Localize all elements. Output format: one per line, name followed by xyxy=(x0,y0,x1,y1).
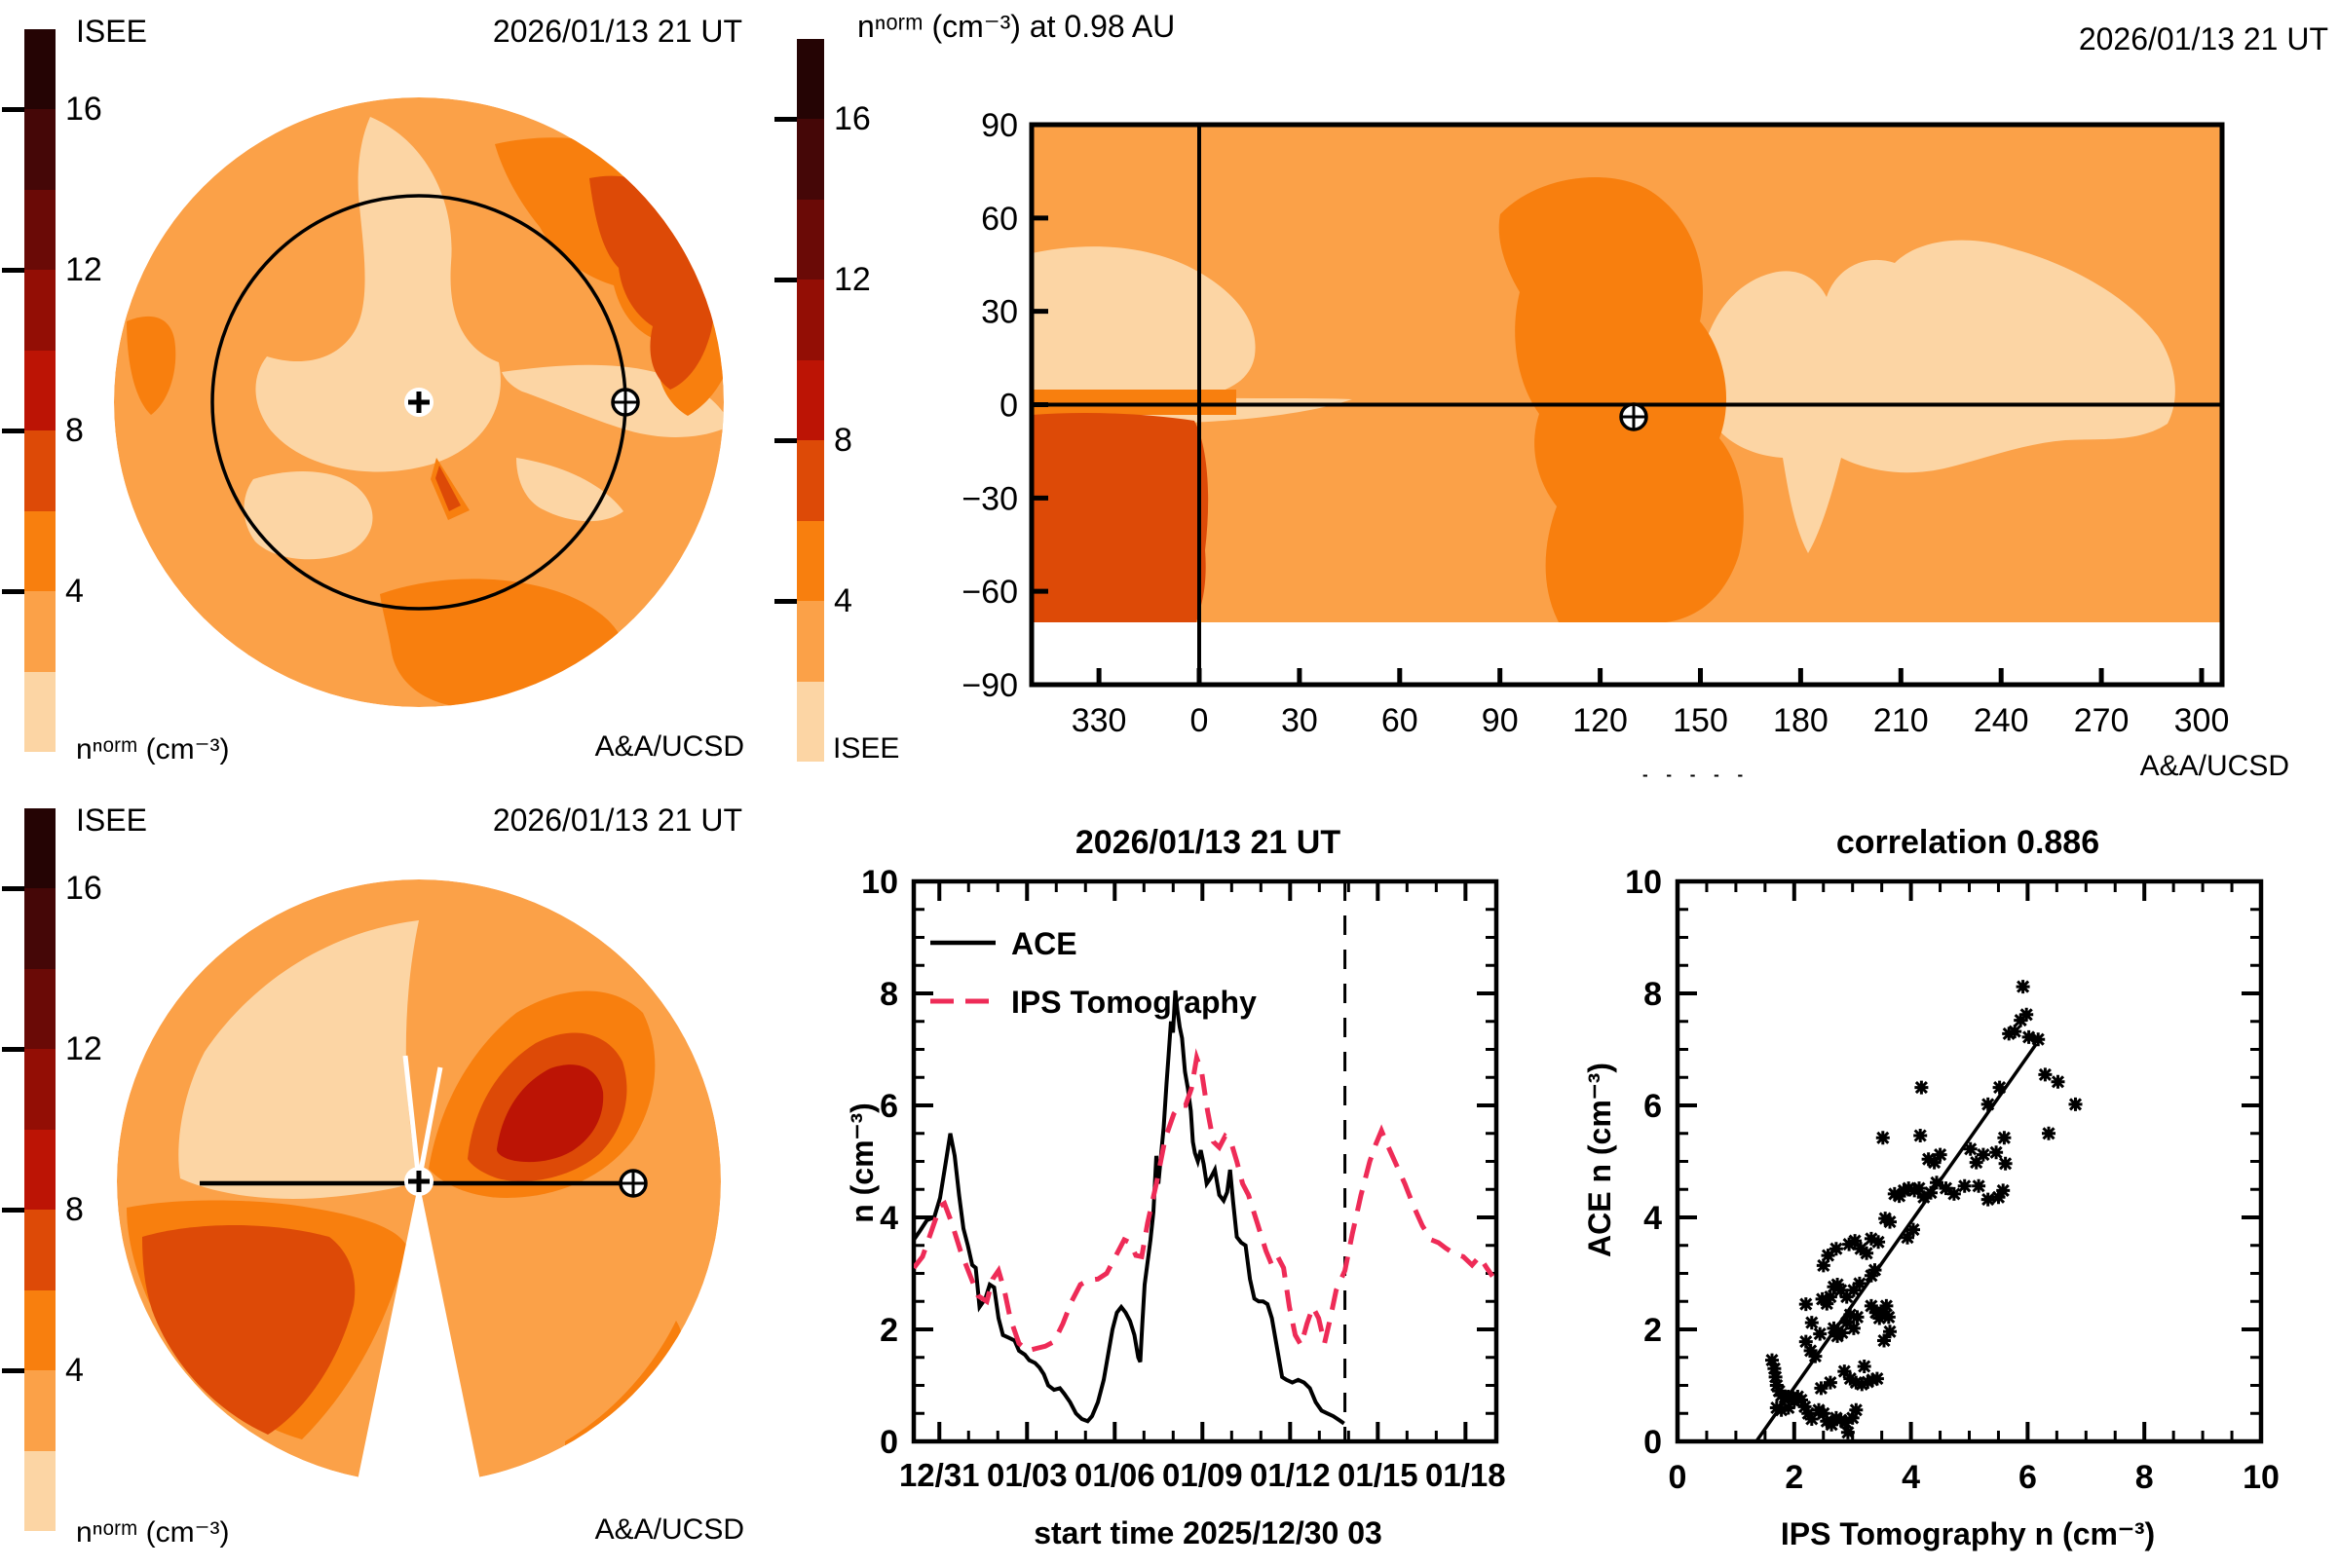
timeseries-plot: 12/31 01/03 01/06 01/09 01/12 01/15 01/18 0 2 4 6 8… xyxy=(861,864,1506,1493)
svg-text:01/15: 01/15 xyxy=(1338,1457,1418,1493)
svg-text:150: 150 xyxy=(1673,702,1728,739)
svg-text:12/31: 12/31 xyxy=(899,1457,980,1493)
svg-text:60: 60 xyxy=(1381,702,1418,739)
tl-quantity-label: nⁿᵒʳᵐ (cm⁻³) xyxy=(76,733,230,765)
timeseries-ylabel: n (cm⁻³) xyxy=(845,1102,880,1223)
svg-text:8: 8 xyxy=(2135,1459,2154,1496)
map-colorbar: 16 12 8 4 xyxy=(774,39,871,762)
svg-text:10: 10 xyxy=(1625,864,1662,901)
svg-text:01/09: 01/09 xyxy=(1162,1457,1243,1493)
svg-text:270: 270 xyxy=(2074,702,2130,739)
svg-text:120: 120 xyxy=(1572,702,1628,739)
svg-text:8: 8 xyxy=(1643,976,1662,1013)
bl-datetime-label: 2026/01/13 21 UT xyxy=(492,803,742,838)
svg-text:0: 0 xyxy=(1669,1459,1687,1496)
svg-text:4: 4 xyxy=(880,1200,898,1237)
tl-polar-contour-plot xyxy=(114,97,724,707)
svg-text:10: 10 xyxy=(861,864,898,901)
svg-text:2: 2 xyxy=(1785,1459,1803,1496)
svg-text:01/03: 01/03 xyxy=(987,1457,1068,1493)
svg-text:4: 4 xyxy=(1643,1200,1662,1237)
svg-text:0: 0 xyxy=(1643,1424,1662,1461)
scatter-ylabel: ACE n (cm⁻³) xyxy=(1582,1063,1617,1257)
svg-text:01/12: 01/12 xyxy=(1250,1457,1331,1493)
svg-text:90: 90 xyxy=(981,107,1018,144)
bl-polar-contour-plot xyxy=(117,879,721,1495)
timeseries-xlabel: start time 2025/12/30 03 xyxy=(1034,1515,1382,1550)
svg-text:IPS Tomography: IPS Tomography xyxy=(1011,985,1257,1020)
map-contour-plot: 330 0 30 60 90 120 150 180 210 240 270 3009060300−3… xyxy=(962,107,2230,739)
bl-quantity-label: nⁿᵒʳᵐ (cm⁻³) xyxy=(76,1516,230,1549)
scatter-plot: 0 2 4 6 8 10 0 2 4 6 8 10 xyxy=(1625,864,2280,1496)
svg-text:6: 6 xyxy=(2018,1459,2037,1496)
svg-text:0: 0 xyxy=(1190,702,1209,739)
svg-text:210: 210 xyxy=(1873,702,1929,739)
svg-text:30: 30 xyxy=(1281,702,1318,739)
bl-credit-label: A&A/UCSD xyxy=(594,1513,744,1546)
svg-text:0: 0 xyxy=(999,388,1018,425)
svg-text:2: 2 xyxy=(1643,1312,1662,1349)
svg-text:90: 90 xyxy=(1482,702,1519,739)
svg-text:−90: −90 xyxy=(962,667,1018,704)
scatter-xlabel: IPS Tomography n (cm⁻³) xyxy=(1780,1516,2156,1551)
map-title: nⁿᵒʳᵐ (cm⁻³) at 0.98 AU xyxy=(857,9,1176,44)
svg-text:01/06: 01/06 xyxy=(1075,1457,1155,1493)
svg-text:240: 240 xyxy=(1974,702,2029,739)
svg-text:8: 8 xyxy=(880,976,898,1013)
svg-text:30: 30 xyxy=(981,294,1018,331)
svg-text:10: 10 xyxy=(2243,1459,2280,1496)
svg-text:−60: −60 xyxy=(962,574,1018,611)
tl-colorbar: 16 12 8 4 xyxy=(2,29,102,752)
map-cropped-text-fragment: - - - - - xyxy=(1642,765,1751,784)
svg-text:300: 300 xyxy=(2174,702,2230,739)
bl-colorbar: 16 12 8 4 xyxy=(2,808,102,1531)
svg-text:60: 60 xyxy=(981,201,1018,238)
tl-credit-label: A&A/UCSD xyxy=(594,730,744,763)
svg-text:330: 330 xyxy=(1072,702,1127,739)
timeseries-title: 2026/01/13 21 UT xyxy=(1075,824,1341,861)
map-credit-label: A&A/UCSD xyxy=(2139,750,2289,782)
svg-text:6: 6 xyxy=(880,1088,898,1125)
svg-text:ACE: ACE xyxy=(1011,926,1077,961)
map-source-label: ISEE xyxy=(833,732,900,765)
scatter-title: correlation 0.886 xyxy=(1835,824,2100,861)
svg-text:−30: −30 xyxy=(962,480,1018,517)
svg-text:01/18: 01/18 xyxy=(1425,1457,1506,1493)
tl-source-label: ISEE xyxy=(76,14,147,49)
svg-text:2: 2 xyxy=(880,1312,898,1349)
svg-text:4: 4 xyxy=(1902,1459,1920,1496)
svg-text:6: 6 xyxy=(1643,1088,1662,1125)
svg-text:0: 0 xyxy=(880,1424,898,1461)
map-datetime-label: 2026/01/13 21 UT xyxy=(2078,21,2328,56)
svg-text:180: 180 xyxy=(1773,702,1829,739)
bl-source-label: ISEE xyxy=(76,803,147,838)
tl-datetime-label: 2026/01/13 21 UT xyxy=(492,14,742,49)
